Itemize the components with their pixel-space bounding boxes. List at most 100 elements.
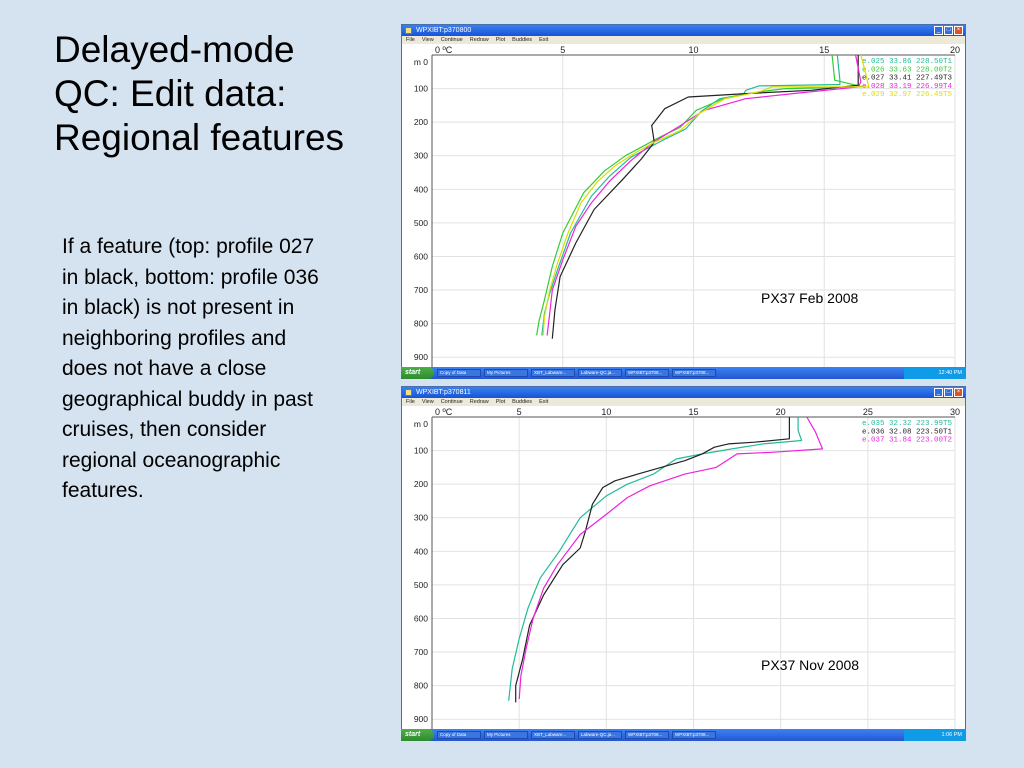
menu-file[interactable]: File: [406, 399, 415, 405]
taskbar-item[interactable]: My Pictures: [484, 369, 528, 377]
slide-title: Delayed-mode QC: Edit data: Regional fea…: [54, 28, 394, 160]
x-tick-label: 20: [776, 407, 786, 417]
menu-view[interactable]: View: [421, 37, 434, 43]
window-title: WPXIBT:p370800: [416, 27, 472, 34]
legend-entry: e.025 33.86 228.50T1: [862, 58, 953, 66]
y-tick-label: 900: [414, 714, 428, 724]
legend-entry: e.027 33.41 227.49T3: [862, 75, 953, 83]
slide-body-text: If a feature (top: profile 027 in black,…: [62, 235, 319, 502]
menu-continue[interactable]: Continue: [440, 399, 463, 405]
close-icon[interactable]: ×: [954, 388, 963, 397]
y-tick-label: 300: [414, 513, 428, 523]
close-icon[interactable]: ×: [954, 26, 963, 35]
x-unit-label: 0 ºC: [435, 45, 453, 55]
y-tick-label: 100: [414, 446, 428, 456]
y-unit-label: m 0: [414, 57, 428, 67]
series-line-3: [518, 416, 824, 700]
series-line-2: [515, 417, 790, 703]
slide-title-line-3: Regional features: [54, 117, 345, 158]
profile-window-top: WPXIBT:p370800 _ □ × File View Continue …: [401, 24, 966, 379]
y-tick-label: 200: [414, 479, 428, 489]
system-tray: 12:40 PM: [904, 367, 966, 379]
series-line-1: [541, 54, 841, 336]
series-line-5: [542, 54, 870, 336]
taskbar-item[interactable]: Labware-QC.ja...: [578, 369, 622, 377]
window-title: WPXIBT:p370811: [416, 389, 471, 396]
system-tray: 1:06 PM: [904, 729, 966, 741]
menu-bar: File View Continue Redraw Plot Buddies E…: [402, 36, 965, 44]
y-tick-label: 600: [414, 251, 428, 261]
profile-window-bottom: WPXIBT:p370811 _ □ × File View Continue …: [401, 386, 966, 741]
menu-view[interactable]: View: [421, 399, 434, 405]
window-titlebar[interactable]: WPXIBT:p370800 _ □ ×: [402, 25, 965, 36]
menu-continue[interactable]: Continue: [440, 37, 463, 43]
taskbar-item[interactable]: XBT_Labware...: [531, 369, 575, 377]
y-tick-label: 400: [414, 184, 428, 194]
x-tick-label: 10: [688, 45, 698, 55]
y-tick-label: 100: [414, 84, 428, 94]
clock: 12:40 PM: [938, 370, 962, 376]
y-tick-label: 500: [414, 580, 428, 590]
y-tick-label: 700: [414, 285, 428, 295]
menu-redraw[interactable]: Redraw: [469, 37, 489, 43]
legend-entry: e.035 32.32 223.99T5: [862, 420, 953, 428]
temperature-profile-chart: 0 ºC m 0 5 10 15 20 100 200 300 400 500 600 700 800 90…: [414, 45, 960, 374]
x-tick-label: 20: [950, 45, 960, 55]
taskbar-item[interactable]: My Pictures: [484, 731, 528, 739]
start-button[interactable]: start: [401, 729, 434, 741]
x-tick-label: 5: [560, 45, 565, 55]
x-tick-label: 25: [863, 407, 873, 417]
y-tick-label: 800: [414, 681, 428, 691]
y-tick-label: 800: [414, 319, 428, 329]
x-tick-label: 10: [601, 407, 611, 417]
start-button[interactable]: start: [401, 367, 434, 379]
taskbar-item[interactable]: Copy of Data: [437, 731, 481, 739]
x-unit-label: 0 ºC: [435, 407, 453, 417]
maximize-icon[interactable]: □: [944, 388, 953, 397]
menu-plot[interactable]: Plot: [495, 399, 506, 405]
y-tick-label: 500: [414, 218, 428, 228]
y-tick-label: 600: [414, 613, 428, 623]
x-tick-label: 5: [517, 407, 522, 417]
taskbar-item[interactable]: WPXIBT:p3708...: [672, 369, 716, 377]
menu-plot[interactable]: Plot: [495, 37, 506, 43]
slide-title-line-2: QC: Edit data:: [54, 73, 287, 114]
minimize-icon[interactable]: _: [934, 388, 943, 397]
taskbar: start Copy of Data My Pictures XBT_Labwa…: [401, 367, 966, 379]
menu-file[interactable]: File: [406, 37, 415, 43]
menu-redraw[interactable]: Redraw: [469, 399, 489, 405]
maximize-icon[interactable]: □: [944, 26, 953, 35]
series-line-2: [536, 54, 865, 336]
taskbar-item[interactable]: WPXIBT:p3708...: [625, 731, 669, 739]
series-line-4: [546, 54, 862, 336]
taskbar: start Copy of Data My Pictures XBT_Labwa…: [401, 729, 966, 741]
legend-entry: e.028 33.19 226.99T4: [862, 83, 953, 91]
y-tick-label: 200: [414, 117, 428, 127]
window-titlebar[interactable]: WPXIBT:p370811 _ □ ×: [402, 387, 965, 398]
legend-entry: e.037 31.84 223.00T2: [862, 437, 952, 445]
menu-buddies[interactable]: Buddies: [512, 37, 533, 43]
x-tick-label: 15: [688, 407, 698, 417]
slide-title-line-1: Delayed-mode: [54, 29, 295, 70]
taskbar-item[interactable]: Copy of Data: [437, 369, 481, 377]
menu-buddies[interactable]: Buddies: [512, 399, 533, 405]
legend-entry: e.036 32.08 223.50T1: [862, 428, 953, 436]
menu-bar: File View Continue Redraw Plot Buddies E…: [402, 398, 965, 406]
legend-entry: e.029 32.97 226.49T5: [862, 91, 953, 99]
app-icon: [405, 27, 412, 34]
taskbar-item[interactable]: WPXIBT:p3708...: [672, 731, 716, 739]
taskbar-item[interactable]: Labware-QC.ja...: [578, 731, 622, 739]
menu-exit[interactable]: Exit: [539, 399, 549, 405]
y-unit-label: m 0: [414, 419, 428, 429]
clock: 1:06 PM: [941, 732, 962, 738]
taskbar-item[interactable]: XBT_Labware...: [531, 731, 575, 739]
x-tick-label: 30: [950, 407, 960, 417]
app-icon: [405, 389, 412, 396]
chart-caption: PX37 Feb 2008: [761, 290, 859, 306]
taskbar-item[interactable]: WPXIBT:p3708...: [625, 369, 669, 377]
y-tick-label: 700: [414, 647, 428, 657]
legend-entry: e.026 33.63 228.00T2: [862, 66, 952, 74]
minimize-icon[interactable]: _: [934, 26, 943, 35]
y-tick-label: 900: [414, 352, 428, 362]
menu-exit[interactable]: Exit: [539, 37, 549, 43]
